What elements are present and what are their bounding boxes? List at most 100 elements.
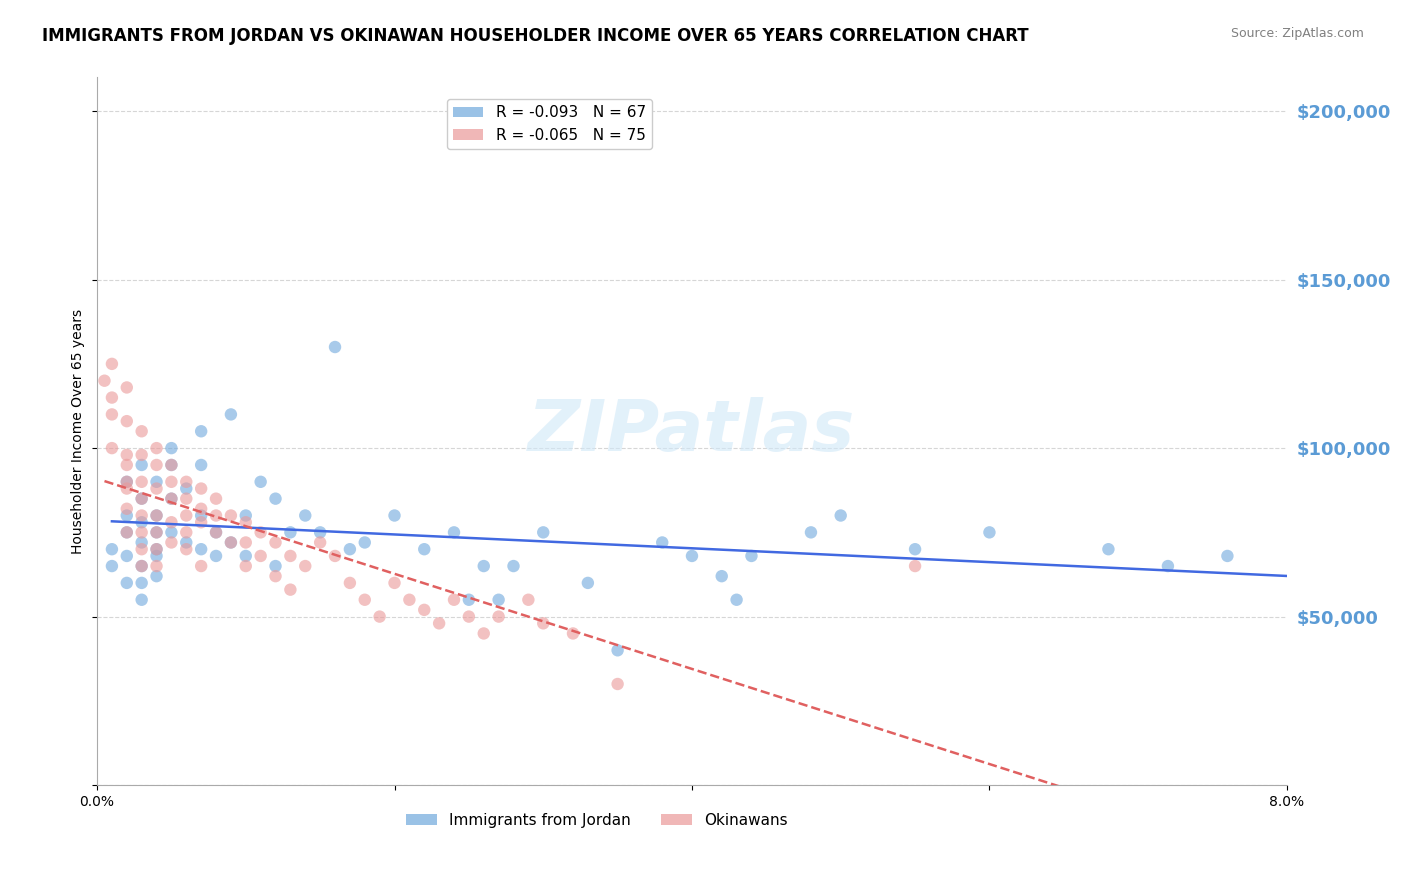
- Point: [145, 441, 167, 455]
- Point: [145, 559, 167, 574]
- Point: [131, 424, 153, 438]
- Point: [576, 575, 599, 590]
- Point: [219, 408, 242, 422]
- Point: [160, 458, 183, 472]
- Point: [160, 475, 183, 489]
- Point: [190, 515, 212, 529]
- Point: [145, 569, 167, 583]
- Point: [294, 508, 316, 523]
- Point: [562, 626, 585, 640]
- Point: [280, 525, 302, 540]
- Point: [115, 575, 138, 590]
- Point: [190, 508, 212, 523]
- Point: [160, 515, 183, 529]
- Point: [294, 559, 316, 574]
- Point: [368, 609, 391, 624]
- Point: [904, 542, 927, 557]
- Point: [413, 542, 436, 557]
- Point: [115, 458, 138, 472]
- Point: [145, 482, 167, 496]
- Text: IMMIGRANTS FROM JORDAN VS OKINAWAN HOUSEHOLDER INCOME OVER 65 YEARS CORRELATION : IMMIGRANTS FROM JORDAN VS OKINAWAN HOUSE…: [42, 27, 1029, 45]
- Text: Source: ZipAtlas.com: Source: ZipAtlas.com: [1230, 27, 1364, 40]
- Point: [160, 491, 183, 506]
- Point: [457, 592, 479, 607]
- Point: [145, 458, 167, 472]
- Point: [427, 616, 450, 631]
- Point: [205, 525, 228, 540]
- Point: [131, 515, 153, 529]
- Legend: Immigrants from Jordan, Okinawans: Immigrants from Jordan, Okinawans: [399, 807, 793, 834]
- Point: [115, 549, 138, 563]
- Point: [472, 559, 495, 574]
- Point: [145, 508, 167, 523]
- Point: [131, 542, 153, 557]
- Point: [131, 475, 153, 489]
- Point: [384, 575, 406, 590]
- Point: [323, 340, 346, 354]
- Point: [174, 475, 197, 489]
- Point: [205, 549, 228, 563]
- Point: [160, 458, 183, 472]
- Point: [502, 559, 524, 574]
- Point: [339, 575, 361, 590]
- Point: [145, 475, 167, 489]
- Point: [979, 525, 1001, 540]
- Point: [131, 559, 153, 574]
- Point: [472, 626, 495, 640]
- Point: [115, 482, 138, 496]
- Point: [131, 458, 153, 472]
- Point: [190, 424, 212, 438]
- Point: [115, 475, 138, 489]
- Point: [710, 569, 733, 583]
- Point: [131, 559, 153, 574]
- Point: [115, 475, 138, 489]
- Point: [800, 525, 823, 540]
- Point: [235, 535, 257, 549]
- Point: [131, 491, 153, 506]
- Point: [101, 391, 124, 405]
- Point: [264, 535, 287, 549]
- Point: [339, 542, 361, 557]
- Point: [174, 535, 197, 549]
- Point: [353, 592, 375, 607]
- Point: [145, 508, 167, 523]
- Point: [131, 448, 153, 462]
- Point: [323, 549, 346, 563]
- Point: [309, 535, 332, 549]
- Point: [93, 374, 115, 388]
- Point: [1157, 559, 1180, 574]
- Point: [353, 535, 375, 549]
- Point: [131, 592, 153, 607]
- Point: [160, 491, 183, 506]
- Point: [115, 501, 138, 516]
- Point: [280, 582, 302, 597]
- Point: [219, 535, 242, 549]
- Point: [190, 482, 212, 496]
- Point: [115, 525, 138, 540]
- Point: [219, 508, 242, 523]
- Point: [190, 458, 212, 472]
- Point: [606, 677, 628, 691]
- Point: [235, 515, 257, 529]
- Y-axis label: Householder Income Over 65 years: Householder Income Over 65 years: [72, 309, 86, 554]
- Point: [174, 508, 197, 523]
- Point: [160, 535, 183, 549]
- Point: [219, 535, 242, 549]
- Point: [101, 559, 124, 574]
- Point: [606, 643, 628, 657]
- Point: [235, 559, 257, 574]
- Point: [101, 408, 124, 422]
- Text: ZIPatlas: ZIPatlas: [529, 397, 856, 466]
- Point: [190, 559, 212, 574]
- Point: [249, 525, 271, 540]
- Point: [160, 525, 183, 540]
- Point: [249, 549, 271, 563]
- Point: [131, 535, 153, 549]
- Point: [190, 501, 212, 516]
- Point: [174, 491, 197, 506]
- Point: [740, 549, 762, 563]
- Point: [131, 508, 153, 523]
- Point: [131, 525, 153, 540]
- Point: [517, 592, 540, 607]
- Point: [280, 549, 302, 563]
